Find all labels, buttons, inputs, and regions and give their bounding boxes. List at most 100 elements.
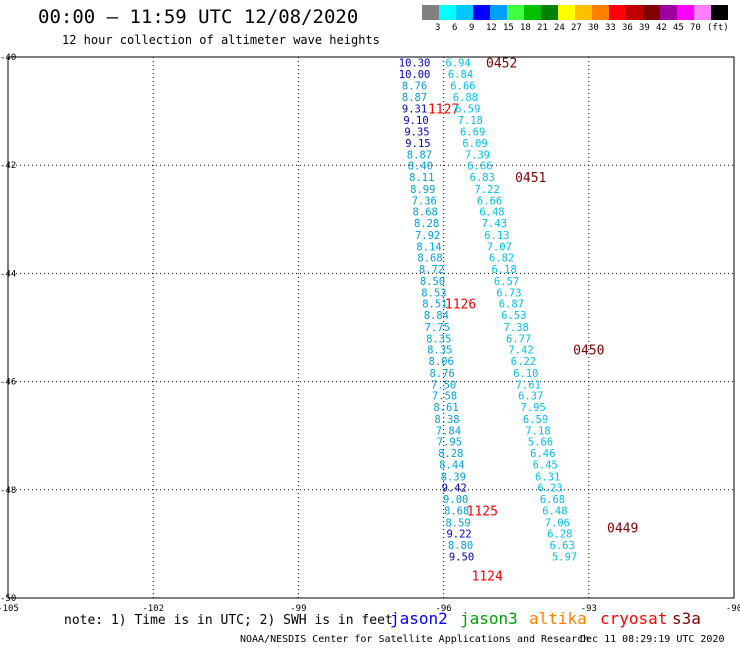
legend-label: 27 [571, 23, 582, 33]
x-tick-label: -105 [0, 604, 19, 614]
satellite-cryosat: cryosat [600, 609, 668, 628]
wave-height-label: 6.28 [547, 529, 572, 541]
legend-swatch [541, 5, 558, 20]
wave-height-label: 7.22 [475, 184, 500, 196]
units-note: note: 1) Time is in UTC; 2) SWH is in fe… [64, 613, 393, 628]
time-label: 1126 [445, 298, 476, 313]
time-label: 0452 [486, 56, 517, 71]
wave-height-label: 8.35 [427, 345, 452, 357]
wave-height-label: 6.77 [506, 333, 531, 345]
wave-height-label: 9.35 [404, 127, 429, 139]
legend-swatch [490, 5, 507, 20]
wave-height-label: 6.66 [467, 161, 492, 173]
wave-height-label: 7.92 [415, 230, 440, 242]
wave-height-label: 6.09 [462, 138, 487, 150]
y-tick-label: -46 [0, 378, 16, 388]
legend-label: 6 [452, 23, 458, 33]
legend-swatch [677, 5, 694, 20]
wave-height-label: 7.18 [458, 115, 483, 127]
wave-height-label: 6.57 [494, 276, 519, 288]
wave-height-label: 8.39 [441, 471, 466, 483]
wave-height-label: 7.61 [516, 379, 541, 391]
wave-height-label: 6.18 [491, 264, 516, 276]
wave-height-label: 8.44 [439, 459, 464, 471]
legend-swatch [439, 5, 456, 20]
legend-label: 70 [690, 23, 701, 33]
y-tick-label: -44 [0, 269, 16, 279]
wave-height-label: 6.82 [489, 253, 514, 265]
wave-height-label: 9.15 [405, 138, 430, 150]
wave-height-label: 6.84 [448, 69, 473, 81]
legend-swatch [524, 5, 541, 20]
wave-height-label: 6.37 [518, 391, 543, 403]
legend-label: 3 [435, 23, 441, 33]
satellite-jason3: jason3 [460, 609, 518, 628]
chart-subtitle: 12 hour collection of altimeter wave hei… [62, 33, 380, 47]
satellite-s3a: s3a [672, 609, 701, 628]
x-tick-label: -99 [290, 604, 306, 614]
legend-label: 42 [656, 23, 667, 33]
time-label: 0450 [573, 344, 604, 359]
data-marks: 10.3010.008.768.879.319.109.359.158.878.… [399, 56, 639, 584]
legend-swatch [660, 5, 677, 20]
time-label: 1127 [428, 102, 459, 117]
wave-height-label: 8.68 [444, 505, 469, 517]
x-tick-label: -102 [142, 604, 164, 614]
wave-height-label: 9.50 [449, 551, 474, 563]
wave-height-label: 9.42 [442, 483, 467, 495]
wave-height-label: 7.38 [504, 322, 529, 334]
legend-label: 15 [503, 23, 514, 33]
wave-height-label: 7.36 [412, 195, 437, 207]
wave-height-label: 6.53 [501, 310, 526, 322]
wave-height-label: 6.87 [499, 299, 524, 311]
wave-height-label: 9.31 [402, 103, 427, 115]
wave-height-label: 6.31 [535, 471, 560, 483]
wave-height-label: 7.07 [487, 241, 512, 253]
wave-height-label: 8.80 [448, 540, 473, 552]
wave-height-label: 8.14 [416, 241, 441, 253]
wave-height-label: 8.59 [445, 517, 470, 529]
wave-height-label: 10.30 [399, 57, 431, 69]
legend-swatch [626, 5, 643, 20]
wave-height-label: 6.23 [537, 483, 562, 495]
wave-height-label: 6.59 [455, 103, 480, 115]
legend-label: 45 [673, 23, 684, 33]
wave-height-label: 6.68 [540, 494, 565, 506]
wave-height-label: 8.72 [419, 264, 444, 276]
x-tick-label: -96 [435, 604, 451, 614]
legend-swatch [473, 5, 490, 20]
y-tick-label: -42 [0, 161, 16, 171]
wave-height-label: 6.88 [453, 92, 478, 104]
wave-height-label: 8.51 [422, 299, 447, 311]
wave-height-label: 8.50 [420, 276, 445, 288]
wave-height-label: 6.66 [477, 195, 502, 207]
wave-height-label: 8.53 [421, 287, 446, 299]
wave-height-label: 9.00 [443, 494, 468, 506]
legend-label: 39 [639, 23, 650, 33]
legend-label: 24 [554, 23, 565, 33]
y-tick-label: -50 [0, 594, 16, 604]
wave-height-label: 8.28 [414, 218, 439, 230]
legend-swatch [422, 5, 439, 20]
satellite-jason2: jason2 [390, 609, 448, 628]
wave-height-label: 5.97 [552, 551, 577, 563]
wave-height-label: 8.35 [426, 333, 451, 345]
wave-height-label: 10.00 [399, 69, 431, 81]
legend-label: 9 [469, 23, 475, 33]
footer-timestamp: Dec 11 08:29:19 UTC 2020 [580, 634, 725, 645]
legend-label: (ft) [707, 23, 729, 33]
wave-height-label: 7.18 [525, 425, 550, 437]
wave-height-label: 6.69 [460, 127, 485, 139]
wave-height-label: 6.94 [445, 57, 470, 69]
wave-height-label: 8.68 [413, 207, 438, 219]
wave-height-label: 6.66 [450, 81, 475, 93]
wave-height-label: 9.10 [403, 115, 428, 127]
wave-height-label: 6.63 [550, 540, 575, 552]
legend-label: 33 [605, 23, 616, 33]
axis-ticks: -105 -102 -99 -96 -93 -90 -40 -42 -44 -46 -48 -50 [0, 53, 740, 614]
satellite-altika: altika [529, 609, 587, 628]
legend-swatch [507, 5, 524, 20]
x-tick-label: -90 [726, 604, 740, 614]
wave-height-label: 8.76 [402, 81, 427, 93]
wave-height-label: 6.13 [484, 230, 509, 242]
